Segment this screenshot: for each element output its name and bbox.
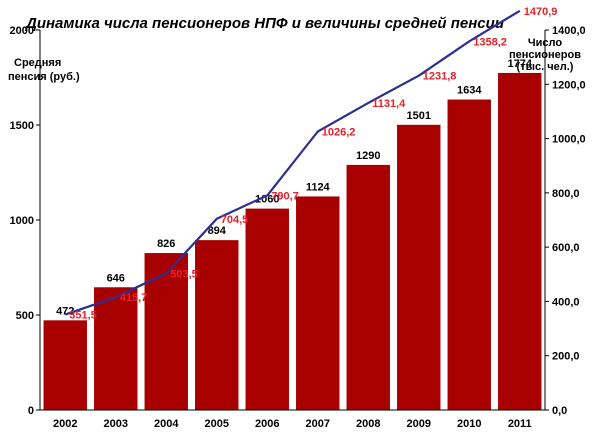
- bar-data-label: 1501: [407, 110, 431, 122]
- bar-data-label: 472: [56, 305, 74, 317]
- bar: [346, 164, 390, 410]
- x-tick-label: 2003: [104, 418, 128, 430]
- y-left-axis-title-line-2: пенсия (руб.): [8, 71, 80, 83]
- x-tick-label: 2007: [306, 418, 330, 430]
- axes: [36, 29, 549, 411]
- line-data-label: 1470,9: [524, 6, 558, 18]
- y-right-tick-label: 1400,0: [552, 25, 586, 37]
- line-series: [64, 9, 521, 316]
- y-right-tick-labels: 0,0 200,0 400,0 600,0 800,0 1000,0 1200,0 1400,…: [552, 25, 586, 417]
- y-left-axis-title-line-1: Средняя: [14, 57, 61, 69]
- y-right-tick-label: 600,0: [552, 242, 580, 254]
- line-data-labels: 351,5 415,7 503,5 704,5 790,7 1026,2 1131,4 123…: [69, 6, 557, 322]
- chart-title: Динамика числа пенсионеров НПФ и величин…: [24, 15, 504, 32]
- y-left-tick-label: 500: [16, 310, 34, 322]
- x-tick-label: 2010: [457, 418, 481, 430]
- bar-data-label: 1060: [255, 194, 279, 206]
- y-left-tick-label: 1500: [10, 120, 34, 132]
- y-left-tick-label: 1000: [10, 215, 34, 227]
- bar: [447, 99, 491, 410]
- bar: [498, 72, 542, 410]
- y-left-tick-label: 0: [28, 405, 34, 417]
- line-data-label: 503,5: [170, 268, 198, 280]
- y-left-tick-labels: 0 500 1000 1500 2000: [10, 25, 34, 417]
- line-data-label: 1358,2: [473, 36, 507, 48]
- line-data-label: 415,7: [120, 292, 148, 304]
- x-tick-label: 2011: [508, 418, 532, 430]
- x-tick-label: 2008: [356, 418, 380, 430]
- bar-data-label: 1290: [356, 150, 380, 162]
- x-tick-label: 2006: [255, 418, 279, 430]
- x-tick-label: 2004: [154, 418, 179, 430]
- bar: [245, 208, 289, 410]
- x-tick-label: 2009: [407, 418, 431, 430]
- line-data-label: 351,5: [69, 310, 97, 322]
- y-right-tick-label: 1000,0: [552, 134, 586, 146]
- bar-data-labels: 472 646 826 894 1060 1124 1290 1501 1634 1774: [56, 58, 533, 317]
- x-tick-labels: 2002 2003 2004 2005 2006 2007 2008 2009 2010 2011: [53, 418, 532, 430]
- bar: [195, 240, 239, 410]
- line-data-label: 704,5: [221, 214, 249, 226]
- line-data-label: 1231,8: [423, 71, 457, 83]
- y-right-tick-label: 1200,0: [552, 79, 586, 91]
- line-data-label: 1131,4: [372, 98, 406, 110]
- bar-data-label: 1634: [457, 85, 482, 97]
- bar: [94, 287, 138, 410]
- line-data-label: 1026,2: [322, 126, 356, 138]
- bar-data-label: 1774: [508, 58, 533, 70]
- bar-data-label: 894: [208, 225, 227, 237]
- bar: [397, 124, 441, 410]
- bar-data-label: 1124: [306, 181, 331, 193]
- bar-data-label: 826: [157, 238, 175, 250]
- y-right-tick-label: 0,0: [552, 405, 567, 417]
- line-data-label: 790,7: [271, 190, 299, 202]
- bar-data-label: 646: [107, 272, 125, 284]
- y-left-tick-label: 2000: [10, 25, 34, 37]
- bar: [296, 196, 340, 410]
- x-tick-label: 2002: [53, 418, 77, 430]
- bar: [43, 320, 87, 410]
- line-path: [64, 9, 521, 316]
- x-tick-label: 2005: [205, 418, 229, 430]
- bar-series: [43, 72, 542, 410]
- y-right-tick-label: 200,0: [552, 351, 580, 363]
- y-right-tick-label: 400,0: [552, 296, 580, 308]
- y-right-tick-label: 800,0: [552, 188, 580, 200]
